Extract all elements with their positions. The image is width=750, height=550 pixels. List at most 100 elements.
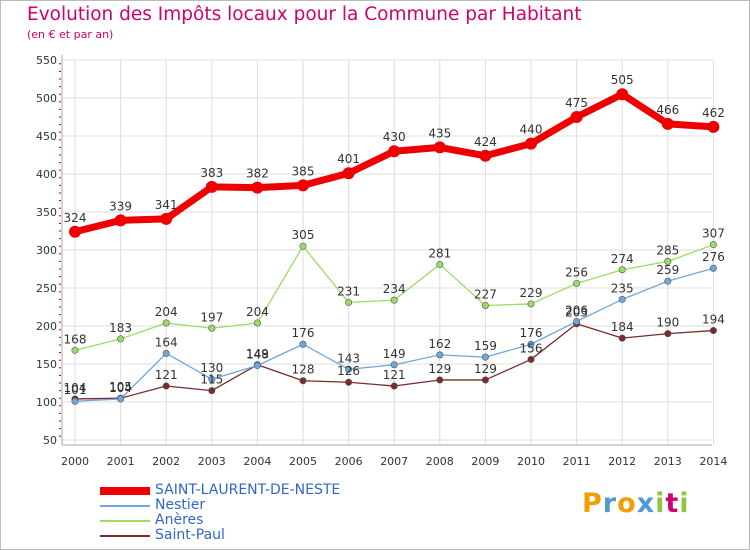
data-label: 128 [292, 363, 315, 377]
data-label: 206 [565, 303, 588, 317]
data-point [390, 382, 398, 390]
data-point [707, 120, 720, 133]
legend-label: Saint-Paul [155, 527, 225, 543]
y-tick-label: 50 [43, 434, 57, 447]
data-label: 462 [702, 106, 725, 120]
data-label: 339 [109, 199, 132, 213]
data-label: 148 [246, 348, 269, 362]
data-label: 440 [520, 123, 543, 137]
logo-letter: x [636, 488, 656, 519]
data-point [251, 181, 264, 194]
data-label: 197 [200, 310, 223, 324]
y-tick-label: 400 [36, 168, 57, 181]
data-label: 204 [246, 305, 269, 319]
data-point [69, 225, 81, 238]
x-tick-label: 2014 [699, 455, 727, 468]
y-tick-label: 500 [36, 92, 57, 105]
data-point [71, 346, 79, 354]
data-label: 383 [200, 166, 223, 180]
data-label: 341 [155, 198, 178, 212]
data-label: 227 [474, 287, 497, 301]
data-label: 149 [246, 347, 269, 361]
logo-letter: t [665, 488, 680, 519]
y-tick-label: 200 [36, 320, 57, 333]
data-label: 305 [292, 228, 315, 242]
data-point [117, 335, 125, 343]
data-label: 156 [520, 341, 543, 355]
data-point [527, 355, 535, 363]
data-label: 505 [611, 73, 634, 87]
data-label: 149 [383, 347, 406, 361]
x-tick-label: 2012 [608, 455, 636, 468]
data-label: 143 [337, 351, 360, 365]
data-label: 176 [292, 326, 315, 340]
data-label: 130 [200, 361, 223, 375]
data-point [661, 117, 674, 130]
data-label: 203 [565, 306, 588, 320]
y-tick-label: 150 [36, 358, 57, 371]
data-label: 129 [474, 362, 497, 376]
data-point [160, 212, 173, 225]
data-label: 129 [428, 362, 451, 376]
data-label: 475 [565, 96, 588, 110]
y-tick-label: 550 [36, 54, 57, 67]
data-point [436, 351, 444, 359]
x-tick-label: 2000 [61, 455, 89, 468]
data-point [525, 137, 537, 150]
data-label: 162 [428, 337, 451, 351]
data-point [253, 319, 261, 327]
data-label: 126 [337, 364, 360, 378]
data-label: 164 [155, 335, 178, 349]
y-tick-label: 100 [36, 396, 57, 409]
data-point [114, 214, 127, 227]
data-label: 176 [520, 326, 543, 340]
data-point [162, 349, 170, 357]
data-point [570, 111, 583, 123]
data-label: 104 [109, 381, 132, 395]
data-point [342, 167, 355, 180]
x-tick-label: 2002 [152, 455, 180, 468]
y-tick-label: 450 [36, 130, 57, 143]
data-point [345, 365, 353, 373]
data-point [436, 376, 444, 384]
data-label: 183 [109, 321, 132, 335]
data-label: 274 [611, 252, 634, 266]
data-label: 121 [383, 368, 406, 382]
data-point [618, 266, 626, 274]
data-label: 101 [64, 383, 87, 397]
data-point [162, 319, 170, 327]
data-label: 385 [292, 164, 315, 178]
data-point [436, 260, 444, 268]
legend-swatch [100, 486, 150, 495]
data-point [664, 330, 672, 338]
logo-letter: r [602, 488, 618, 519]
chart-title: Evolution des Impôts locaux pour la Comm… [27, 4, 582, 25]
data-label: 259 [656, 263, 679, 277]
data-point [299, 377, 307, 385]
data-point [433, 141, 446, 154]
data-point [345, 378, 353, 386]
logo-letter: o [617, 488, 637, 519]
x-tick-label: 2009 [471, 455, 499, 468]
data-label: 121 [155, 368, 178, 382]
data-label: 466 [656, 103, 679, 117]
x-tick-label: 2003 [198, 455, 226, 468]
x-tick-label: 2001 [107, 455, 135, 468]
y-tick-label: 250 [36, 282, 57, 295]
legend-label: SAINT-LAURENT-DE-NESTE [155, 482, 341, 498]
data-label: 168 [64, 332, 87, 346]
x-tick-label: 2006 [335, 455, 363, 468]
data-label: 204 [155, 305, 178, 319]
data-point [71, 397, 79, 405]
data-point [299, 340, 307, 348]
data-label: 229 [520, 286, 543, 300]
x-tick-label: 2008 [426, 455, 454, 468]
data-point [297, 179, 309, 192]
data-label: 234 [383, 282, 406, 296]
data-label: 190 [656, 316, 679, 330]
legend-swatch [100, 534, 150, 537]
data-point [664, 277, 672, 285]
legend-swatch [100, 504, 150, 507]
